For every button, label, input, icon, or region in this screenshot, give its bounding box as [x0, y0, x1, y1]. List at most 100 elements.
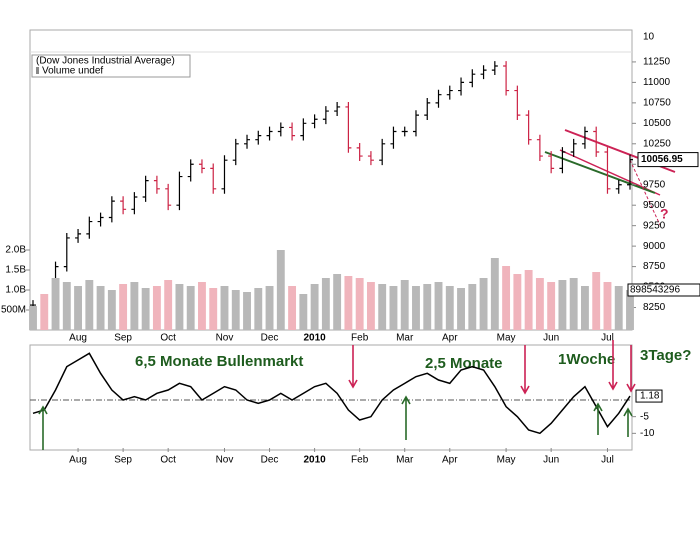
- x-tick-label: Dec: [261, 455, 279, 466]
- volume-bar: [614, 286, 623, 330]
- price-bar: [593, 126, 600, 157]
- volume-bar: [85, 280, 94, 330]
- price-bar: [390, 126, 397, 149]
- volume-bar: [119, 284, 128, 330]
- legend-box: [31, 54, 191, 78]
- x-tick-label: Feb: [351, 455, 369, 466]
- price-bar: [356, 142, 363, 161]
- y-tick-label: 500M: [1, 305, 26, 316]
- x-tick-label: Sep: [114, 455, 132, 466]
- volume-bar: [569, 278, 578, 330]
- volume-bar: [333, 274, 342, 330]
- x-tick-label: Jun: [543, 333, 559, 344]
- volume-bar: [130, 282, 139, 330]
- x-tick-label: Nov: [216, 333, 234, 344]
- last-label: 1.18: [640, 391, 660, 402]
- price-bar: [277, 122, 284, 137]
- volume-bar: [243, 292, 251, 330]
- volume-bar: [502, 266, 511, 330]
- volume-bar: [592, 272, 601, 330]
- price-bar: [615, 179, 622, 194]
- price-bar: [187, 159, 194, 182]
- x-tick-label: 2010: [303, 333, 326, 344]
- y-tick-label: 8750: [643, 261, 666, 272]
- x-tick-label: Jun: [543, 455, 559, 466]
- oscillator-frame: [29, 344, 633, 451]
- y-tick-label: 9500: [643, 200, 666, 211]
- price-bar: [232, 138, 239, 166]
- y-tick-label: 9750: [643, 179, 666, 190]
- price-bar: [458, 77, 465, 96]
- price-bar: [491, 61, 498, 76]
- volume-bar: [209, 288, 218, 330]
- price-bar: [198, 159, 205, 174]
- price-bar: [379, 138, 386, 166]
- price-bar: [401, 126, 408, 137]
- price-bar: [604, 147, 611, 194]
- price-bar: [108, 196, 115, 223]
- volume-bar: [62, 282, 71, 330]
- volume-bar: [107, 290, 116, 330]
- volume-bar: [51, 278, 60, 330]
- price-bar: [255, 130, 262, 145]
- price-bar: [210, 163, 217, 194]
- price-bar: [548, 151, 555, 174]
- y-tick-label: 10250: [643, 138, 671, 149]
- x-tick-label: Feb: [351, 333, 369, 344]
- y-tick-label: 11250: [643, 57, 671, 68]
- y-tick-label: 9250: [643, 220, 666, 231]
- x-tick-label: Jul: [601, 455, 614, 466]
- x-tick-label: Oct: [160, 455, 176, 466]
- volume-bar: [231, 290, 240, 330]
- price-bar: [627, 154, 633, 190]
- price-frame: [29, 29, 633, 331]
- annotation: 2,5 Monate: [425, 355, 503, 372]
- volume-bar: [434, 282, 443, 330]
- volume-bar: [276, 250, 285, 330]
- y-tick-label: -5: [640, 411, 649, 422]
- price-bar: [244, 134, 251, 149]
- volume-bar: [355, 278, 364, 330]
- volume-bar: [164, 280, 173, 330]
- y-tick-label: 11000: [643, 77, 671, 88]
- price-bar: [424, 97, 431, 121]
- price-bar: [221, 155, 228, 194]
- price-bar: [266, 126, 273, 141]
- annotation: 3Tage?: [640, 347, 691, 364]
- volume-bar: [265, 286, 274, 330]
- price-bar: [120, 196, 127, 215]
- volume-bar: [445, 286, 454, 330]
- price-bar: [165, 183, 172, 211]
- volume-bar: [626, 290, 634, 330]
- y-tick-label: 1.5B: [5, 265, 26, 276]
- x-tick-label: Dec: [261, 333, 279, 344]
- volume-bar: [389, 286, 398, 330]
- volume-bar: [198, 282, 206, 330]
- price-bar: [334, 102, 341, 116]
- price-bar: [480, 65, 487, 80]
- volume-bar: [524, 270, 533, 330]
- volume-bar: [288, 286, 297, 330]
- y-tick-label: 1.0B: [5, 285, 26, 296]
- annotation: 6,5 Monate Bullenmarkt: [135, 353, 303, 370]
- price-bar: [63, 233, 70, 272]
- y-tick-label: -10: [640, 428, 655, 439]
- last-label: 10056.95: [641, 154, 683, 165]
- volume-bar: [186, 286, 195, 330]
- volume-bar: [344, 276, 353, 330]
- price-bar: [581, 126, 588, 149]
- volume-bar: [457, 288, 465, 330]
- price-bar: [536, 134, 543, 161]
- volume-bar: [558, 280, 567, 330]
- frames: [29, 29, 633, 451]
- price-bar: [446, 85, 453, 100]
- volume-bar: [378, 284, 387, 330]
- x-tick-label: Aug: [69, 455, 87, 466]
- x-tick-label: Nov: [216, 455, 234, 466]
- x-tick-label: Mar: [396, 455, 414, 466]
- price-bar: [503, 61, 510, 96]
- volume-bar: [603, 282, 612, 330]
- volume-bar: [321, 278, 330, 330]
- last-label-box: [635, 389, 663, 403]
